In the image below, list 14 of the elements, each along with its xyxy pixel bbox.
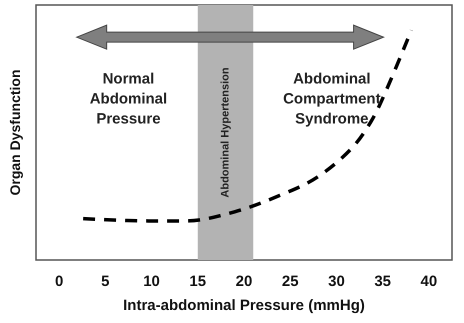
x-tick-label: 15 [189,273,206,290]
x-tick-label: 10 [143,273,160,290]
x-axis-title: Intra-abdominal Pressure (mmHg) [123,297,365,314]
x-tick-label: 0 [54,273,64,290]
x-tick-label: 40 [420,273,438,290]
band-label: Abdominal Hypertension [220,67,232,198]
x-tick-label: 25 [282,273,299,290]
x-tick-label: 5 [101,273,110,290]
x-tick-label: 35 [374,273,392,290]
y-axis-title: Organ Dysfunction [7,69,23,196]
x-tick-label: 20 [236,273,252,290]
x-tick-label: 30 [328,273,345,290]
annotation: Abdominal Compartment Syndrome [283,70,381,128]
annotation: Normal Abdominal Pressure [90,70,168,128]
